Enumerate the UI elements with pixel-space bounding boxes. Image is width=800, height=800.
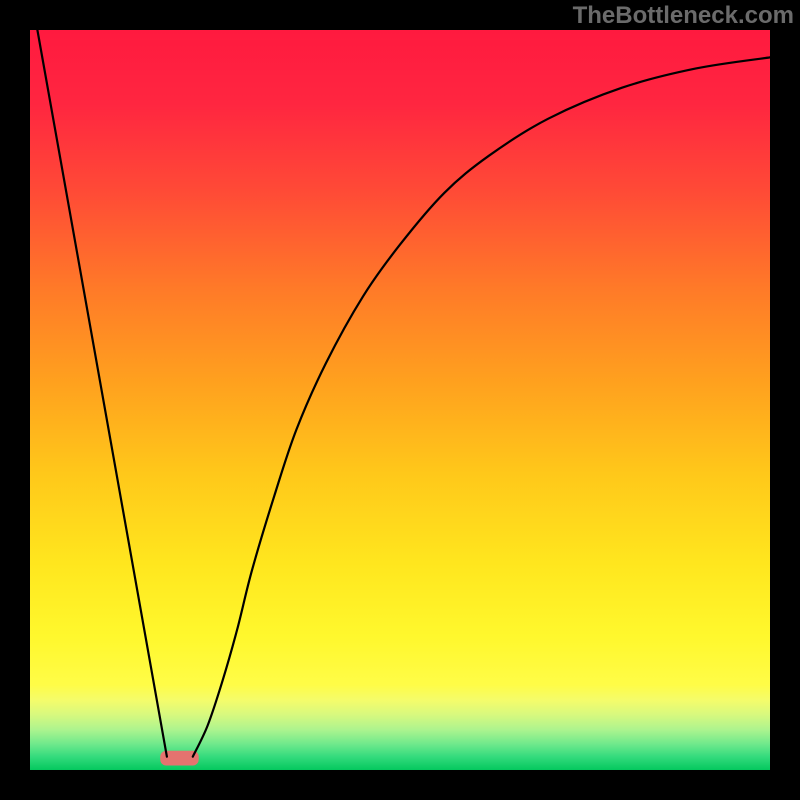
- gradient-background: [30, 30, 770, 770]
- frame-bottom: [0, 770, 800, 800]
- plot-svg: [30, 30, 770, 770]
- bottleneck-chart: TheBottleneck.com: [0, 0, 800, 800]
- frame-left: [0, 0, 30, 800]
- watermark-text: TheBottleneck.com: [573, 2, 794, 30]
- frame-right: [770, 0, 800, 800]
